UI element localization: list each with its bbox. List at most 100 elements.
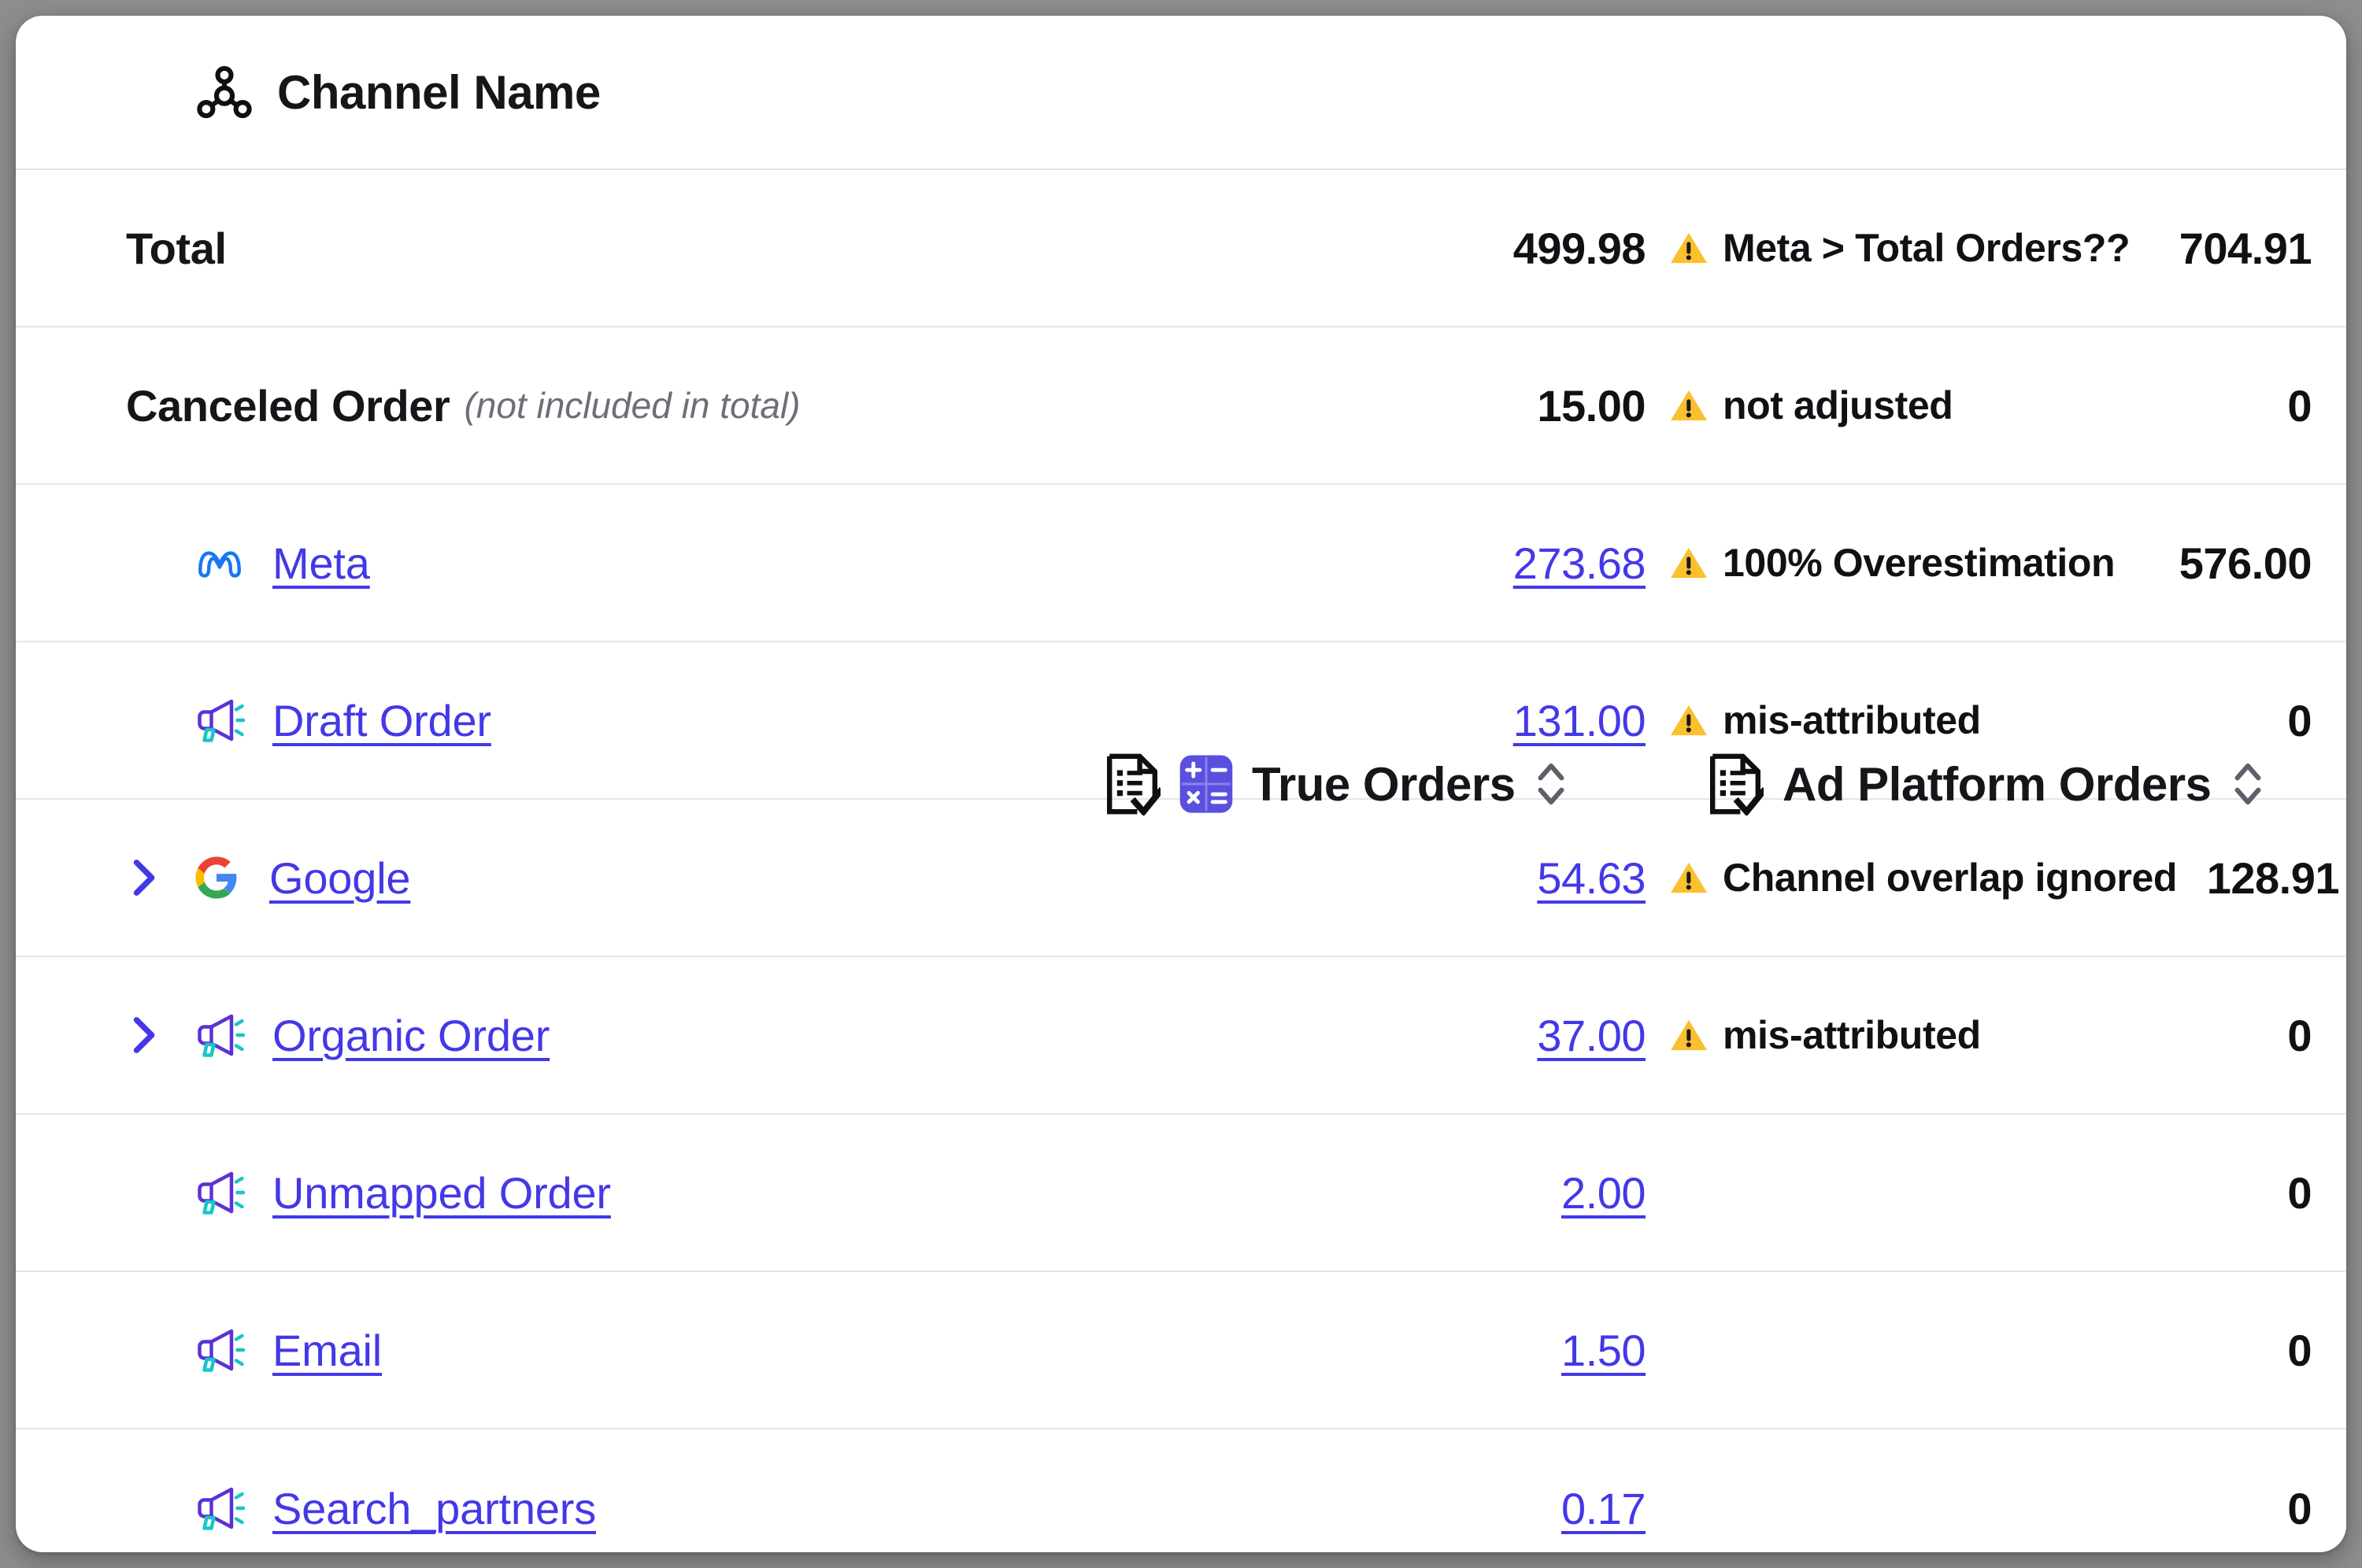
ad-platform-orders-cell: 0	[2149, 1483, 2346, 1534]
ad-platform-orders-value: 0	[2287, 1167, 2312, 1218]
warning-text: not adjusted	[1723, 383, 1953, 427]
true-orders-value-link[interactable]: 0.17	[1561, 1483, 1646, 1533]
header-ad-platform-orders-cell[interactable]: Ad Platform Orders	[1707, 753, 2266, 815]
ad-platform-orders-value: 128.91	[2206, 852, 2340, 903]
header-ad-platform-orders-label: Ad Platform Orders	[1783, 757, 2212, 811]
row-channel-name-cell: Google	[16, 852, 1464, 904]
ad-platform-orders-cell: 704.91	[2149, 223, 2346, 274]
meta-logo-icon	[194, 537, 246, 589]
row-channel-name-cell: Unmapped Order	[16, 1167, 1464, 1219]
channel-link[interactable]: Unmapped Order	[272, 1167, 611, 1218]
megaphone-icon	[194, 694, 246, 746]
row-channel-name-cell: Organic Order	[16, 1009, 1464, 1061]
table-row: Total 499.98 Meta > Total Orders?? 704.91	[16, 170, 2346, 327]
warning-triangle-icon	[1669, 1017, 1709, 1053]
sort-chevrons-icon[interactable]	[1533, 755, 1569, 813]
header-true-orders-cell[interactable]: True Orders	[1104, 753, 1569, 815]
sort-chevrons-icon[interactable]	[2230, 755, 2266, 813]
ad-platform-orders-cell: 0	[2149, 1325, 2346, 1376]
network-nodes-icon	[195, 63, 254, 121]
warning-text: Channel overlap ignored	[1723, 856, 2178, 900]
table-header-row: Channel Name	[16, 16, 2346, 815]
channel-link[interactable]: Search_partners	[272, 1483, 597, 1533]
status-badge: Channel overlap ignored	[1669, 855, 2177, 900]
table-row: Google 54.63 Channel overlap ignored 128.9…	[16, 800, 2346, 957]
true-orders-cell: 1.50	[1464, 1325, 1646, 1376]
table-row: Canceled Order (not included in total) 15.…	[16, 327, 2346, 485]
status-badge: Meta > Total Orders??	[1669, 225, 2131, 271]
warning-text: 100% Overestimation	[1723, 541, 2116, 585]
document-check-icon	[1104, 753, 1161, 815]
table-row: Email 1.50 0	[16, 1272, 2346, 1429]
row-channel-name-cell: Meta	[16, 537, 1464, 589]
megaphone-icon	[194, 1324, 246, 1376]
true-orders-cell: 273.68	[1464, 538, 1646, 589]
true-orders-value-link[interactable]: 131.00	[1512, 695, 1646, 745]
true-orders-cell: 54.63	[1464, 852, 1646, 904]
ad-platform-orders-value: 0	[2287, 1483, 2312, 1533]
true-orders-value-link[interactable]: 1.50	[1561, 1325, 1646, 1375]
true-orders-value-link[interactable]: 273.68	[1512, 538, 1646, 588]
row-label-note: (not included in total)	[464, 385, 801, 426]
table-row: Unmapped Order 2.00 0	[16, 1115, 2346, 1272]
true-orders-cell: 2.00	[1464, 1167, 1646, 1219]
ad-platform-orders-value: 704.91	[2179, 223, 2312, 273]
table-body: Total 499.98 Meta > Total Orders?? 704.91 C…	[16, 170, 2346, 1552]
channel-link[interactable]: Email	[272, 1325, 383, 1375]
ad-platform-orders-value: 0	[2287, 380, 2312, 431]
megaphone-icon	[194, 1009, 246, 1061]
status-badge: mis-attributed	[1669, 1012, 1981, 1058]
ad-platform-orders-cell: 0	[2149, 1167, 2346, 1219]
channel-link[interactable]: Meta	[272, 538, 370, 588]
expand-chevron-right-icon[interactable]	[126, 854, 161, 901]
warning-text: mis-attributed	[1723, 698, 1981, 742]
expand-toggle-slot[interactable]	[126, 854, 194, 901]
channel-link[interactable]: Organic Order	[272, 1010, 550, 1060]
warning-text: Meta > Total Orders??	[1723, 226, 2131, 270]
megaphone-icon	[194, 1482, 246, 1534]
true-orders-cell: 37.00	[1464, 1010, 1646, 1061]
calculator-icon	[1178, 753, 1235, 815]
ad-platform-orders-cell: 576.00	[2149, 538, 2346, 589]
ad-platform-orders-cell: 0	[2149, 380, 2346, 431]
true-orders-value-link[interactable]: 37.00	[1537, 1010, 1646, 1060]
warning-cell: Channel overlap ignored	[1646, 855, 2177, 900]
true-orders-value-link[interactable]: 54.63	[1537, 852, 1646, 903]
warning-triangle-icon	[1669, 702, 1709, 738]
header-channel-name-label: Channel Name	[277, 65, 601, 119]
row-channel-name-cell: Total	[16, 223, 1464, 274]
ad-platform-orders-value: 0	[2287, 1325, 2312, 1375]
table-row: Meta 273.68 100% Overestimation 576.00	[16, 485, 2346, 642]
ad-platform-orders-value: 576.00	[2179, 538, 2312, 588]
row-channel-name-cell: Email	[16, 1324, 1464, 1376]
warning-cell: mis-attributed	[1646, 1012, 2149, 1058]
status-badge: 100% Overestimation	[1669, 540, 2116, 586]
channel-orders-table-card: Channel Name	[16, 16, 2346, 1552]
channel-link[interactable]: Google	[269, 852, 411, 903]
ad-platform-orders-value: 0	[2287, 1010, 2312, 1060]
ad-platform-orders-cell: 128.91	[2177, 852, 2346, 904]
warning-triangle-icon	[1669, 545, 1709, 581]
header-channel-name-cell[interactable]: Channel Name	[16, 63, 1464, 121]
expand-chevron-right-icon[interactable]	[126, 1011, 161, 1059]
channel-link[interactable]: Draft Order	[272, 695, 491, 745]
header-true-orders-label: True Orders	[1252, 757, 1516, 811]
true-orders-value-link[interactable]: 2.00	[1561, 1167, 1646, 1218]
expand-toggle-slot[interactable]	[126, 1011, 194, 1059]
warning-triangle-icon	[1669, 387, 1709, 423]
warning-triangle-icon	[1669, 230, 1709, 266]
row-label: Canceled Order	[126, 380, 450, 431]
warning-cell: 100% Overestimation	[1646, 540, 2149, 586]
row-channel-name-cell: Draft Order	[16, 694, 1464, 746]
status-badge: mis-attributed	[1669, 697, 1981, 743]
warning-triangle-icon	[1669, 860, 1709, 896]
google-logo-icon	[194, 855, 239, 900]
warning-cell: not adjusted	[1646, 383, 2149, 428]
true-orders-value: 15.00	[1537, 380, 1646, 431]
true-orders-cell: 15.00	[1464, 380, 1646, 431]
table-row: Search_partners 0.17 0	[16, 1429, 2346, 1552]
megaphone-icon	[194, 1167, 246, 1219]
warning-cell: Meta > Total Orders??	[1646, 225, 2149, 271]
ad-platform-orders-value: 0	[2287, 695, 2312, 745]
row-channel-name-cell: Canceled Order (not included in total)	[16, 380, 1464, 431]
